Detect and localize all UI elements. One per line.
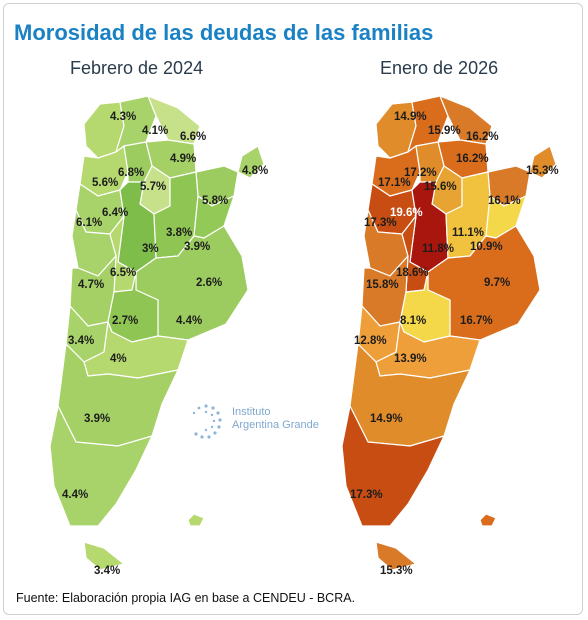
label-2026-9: 17.3% (364, 217, 397, 229)
label-2024-0: 4.3% (110, 111, 136, 123)
label-2024-7: 4.8% (242, 165, 268, 177)
map-2026-labels: 14.9% 15.9% 16.2% 16.2% 17.2% 17.1% 15.6… (350, 111, 559, 577)
label-2026-21: 14.9% (370, 413, 403, 425)
region-misiones (237, 145, 265, 179)
dotted-circle-logo-icon (192, 404, 222, 439)
label-2026-4: 17.2% (404, 167, 437, 179)
source-note: Fuente: Elaboración propia IAG en base a… (16, 591, 356, 605)
logo-text: Instituto Argentina Grande (232, 406, 319, 432)
label-2024-5: 5.6% (92, 177, 118, 189)
label-2026-8: 19.6% (390, 207, 423, 219)
label-2024-3: 4.9% (170, 153, 196, 165)
label-2024-14: 6.5% (110, 267, 136, 279)
region-malvinas (187, 513, 205, 527)
label-2026-7: 15.3% (526, 165, 559, 177)
map-2026: 14.9% 15.9% 16.2% 16.2% 17.2% 17.1% 15.6… (341, 95, 559, 577)
label-2026-1: 15.9% (428, 125, 461, 137)
label-2024-17: 2.7% (112, 315, 138, 327)
label-2024-2: 6.6% (180, 131, 206, 143)
label-2026-13: 11.8% (422, 243, 454, 255)
label-2026-6: 15.6% (424, 181, 457, 193)
label-2024-11: 3% (142, 243, 159, 255)
map-2024-labels: 4.3% 4.1% 6.6% 4.9% 6.8% 5.6% 5.7% 4.8% … (62, 111, 268, 577)
region-tdf (83, 541, 125, 571)
page-title: Morosidad de las deudas de las familias (14, 20, 434, 45)
label-2024-8: 6.4% (102, 207, 128, 219)
label-2026-22: 17.3% (350, 489, 383, 501)
label-2024-12: 3.8% (166, 227, 192, 239)
map-2024: 4.3% 4.1% 6.6% 4.9% 6.8% 5.6% 5.7% 4.8% … (49, 95, 268, 577)
label-2026-12: 10.9% (470, 241, 503, 253)
label-2024-18: 4.4% (176, 315, 202, 327)
label-2026-10: 16.1% (488, 195, 521, 207)
label-2026-16: 9.7% (484, 277, 510, 289)
label-2026-3: 16.2% (456, 153, 489, 165)
region-tdf (375, 541, 417, 571)
label-2026-0: 14.9% (394, 111, 427, 123)
label-2024-23: 3.4% (94, 565, 120, 577)
institute-logo: Instituto Argentina Grande (188, 402, 338, 446)
label-2026-19: 12.8% (354, 335, 387, 347)
label-2024-21: 3.9% (84, 413, 110, 425)
label-2026-15: 15.8% (366, 279, 399, 291)
label-2024-6: 5.7% (140, 181, 166, 193)
region-santacruz (341, 405, 445, 527)
label-2026-11: 11.1% (452, 227, 484, 239)
logo-line-2: Argentina Grande (232, 419, 319, 431)
label-2024-13: 3.9% (184, 241, 210, 253)
map-title-2026: Enero de 2026 (380, 58, 499, 78)
label-2024-1: 4.1% (142, 125, 168, 137)
label-2026-5: 17.1% (378, 177, 411, 189)
logo-line-1: Instituto (232, 406, 271, 418)
argentina-outline-2024 (49, 95, 265, 571)
argentina-outline-2026 (341, 95, 557, 571)
region-malvinas (479, 513, 497, 527)
map-title-2024: Febrero de 2024 (70, 58, 204, 78)
region-santacruz (49, 405, 153, 527)
card-frame (3, 3, 583, 615)
label-2024-16: 2.6% (196, 277, 222, 289)
label-2024-4: 6.8% (118, 167, 144, 179)
label-2024-9: 6.1% (76, 217, 102, 229)
label-2024-22: 4.4% (62, 489, 88, 501)
label-2024-19: 3.4% (68, 335, 94, 347)
region-misiones (529, 145, 557, 179)
label-2026-14: 18.6% (396, 267, 429, 279)
label-2026-17: 8.1% (400, 315, 426, 327)
label-2026-18: 16.7% (460, 315, 493, 327)
label-2024-10: 5.8% (202, 195, 228, 207)
label-2024-15: 4.7% (78, 279, 104, 291)
label-2026-20: 13.9% (394, 353, 427, 365)
label-2026-2: 16.2% (466, 131, 499, 143)
label-2024-20: 4% (110, 353, 127, 365)
label-2026-23: 15.3% (380, 565, 413, 577)
